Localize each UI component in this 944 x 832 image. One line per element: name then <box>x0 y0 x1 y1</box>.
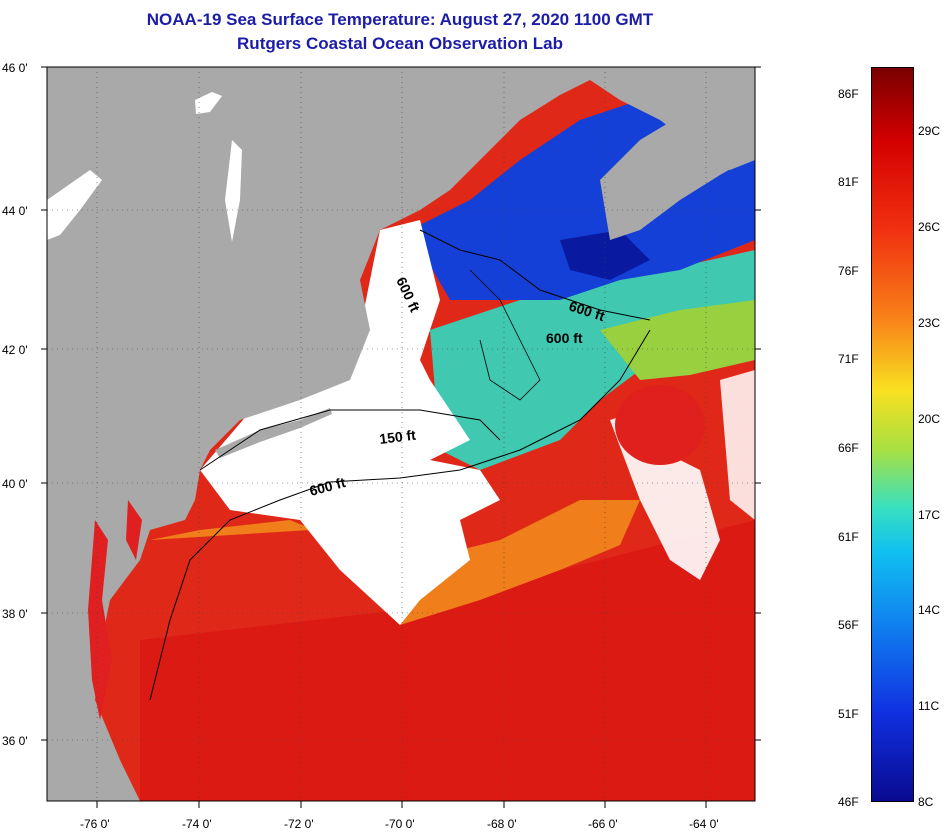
colorbar-fahrenheit-label: 51F <box>838 707 859 721</box>
isobath-gom <box>419 229 651 321</box>
colorbar-celsius-label: 14C <box>918 603 941 617</box>
colorbar-celsius-label: 20C <box>918 412 941 426</box>
map-frame <box>46 66 756 802</box>
contour-label-150: 150 ft <box>378 427 417 447</box>
colorbar-celsius-label: 17C <box>918 508 941 522</box>
map-subtitle: Rutgers Coastal Ocean Observation Lab <box>237 34 563 53</box>
lat-label: 36 0' <box>2 734 28 748</box>
colorbar-fahrenheit-label: 66F <box>838 441 859 455</box>
isobath-150-ft <box>199 409 501 471</box>
chesapeake-bay <box>88 520 112 720</box>
isobath-gom-inner <box>469 269 541 401</box>
temperature-colorbar <box>871 67 914 802</box>
lon-label: -64 0' <box>689 817 719 831</box>
colorbar-celsius-label: 8C <box>918 795 934 809</box>
isobath-600-ft <box>149 329 651 701</box>
lon-label: -66 0' <box>588 817 618 831</box>
lon-label: -68 0' <box>487 817 517 831</box>
coastal-cold-core <box>560 230 650 280</box>
lat-label: 40 0' <box>2 477 28 491</box>
colorbar-celsius-label: 23C <box>918 316 941 330</box>
lake <box>47 170 102 240</box>
long-island <box>215 408 332 458</box>
lon-label: -70 0' <box>385 817 415 831</box>
colorbar-fahrenheit-label: 46F <box>838 795 859 809</box>
colorbar-fahrenheit-label: 81F <box>838 175 859 189</box>
colorbar-fahrenheit-label: 61F <box>838 530 859 544</box>
colorbar-fahrenheit-label: 71F <box>838 352 859 366</box>
cloud-cover-shelf <box>200 220 500 625</box>
colorbar-fahrenheit-label: 56F <box>838 618 859 632</box>
land-mass <box>47 67 755 801</box>
lake <box>195 92 222 114</box>
cloud-cover-far-east <box>720 370 755 520</box>
lon-label: -72 0' <box>284 817 314 831</box>
gulf-stream-region <box>140 520 755 801</box>
colorbar-celsius-label: 29C <box>918 124 941 138</box>
colorbar-fahrenheit-label: 86F <box>838 87 859 101</box>
colorbar-celsius-label: 26C <box>918 220 941 234</box>
lon-label: -74 0' <box>182 817 212 831</box>
nova-scotia <box>600 100 755 240</box>
colorbar-fahrenheit-label: 76F <box>838 264 859 278</box>
contour-label-600-georges: 600 ft <box>546 330 583 346</box>
lat-label: 46 0' <box>2 61 28 75</box>
delaware-bay <box>126 500 142 560</box>
map-title: NOAA-19 Sea Surface Temperature: August … <box>146 10 654 29</box>
lat-label: 44 0' <box>2 204 28 218</box>
lat-label: 38 0' <box>2 607 28 621</box>
warm-core-eddy <box>615 385 705 465</box>
tick-marks <box>41 66 761 808</box>
lake <box>225 140 242 242</box>
graticule <box>47 67 755 801</box>
lat-label: 42 0' <box>2 343 28 357</box>
slope-cool-water <box>430 250 755 470</box>
lon-label: -76 0' <box>80 817 110 831</box>
mild-water <box>600 300 755 380</box>
colorbar-celsius-label: 11C <box>918 699 940 713</box>
